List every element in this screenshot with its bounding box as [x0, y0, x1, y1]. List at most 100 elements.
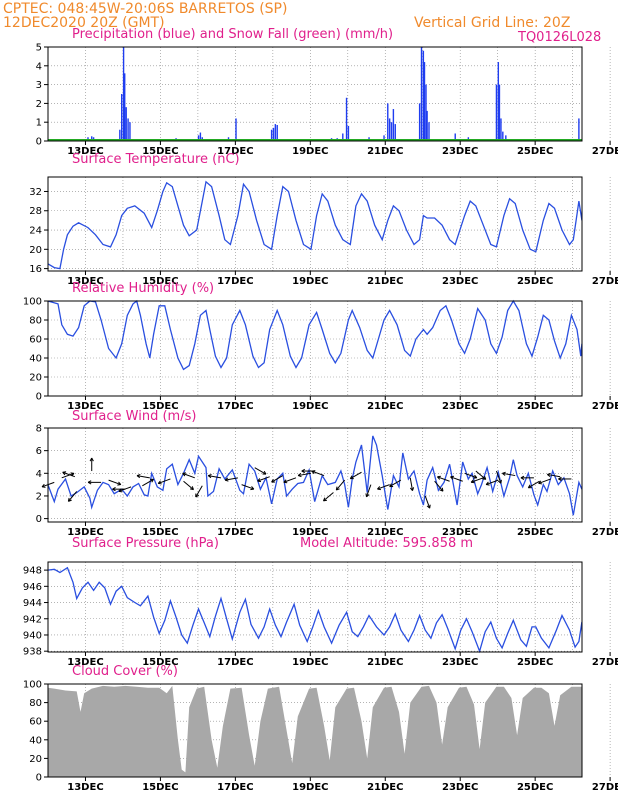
wind-arrow-head [426, 504, 431, 509]
x-tick-label: 13DEC [67, 527, 103, 538]
cloud-area [47, 685, 582, 777]
y-tick-label: 942 [23, 614, 42, 625]
x-tick-label: 19DEC [292, 146, 328, 157]
wind-arrow-head [558, 476, 562, 482]
panel-title: Precipitation (blue) and Snow Fall (gree… [72, 27, 393, 42]
precip-bar [121, 94, 123, 141]
x-tick-label: 19DEC [292, 782, 328, 793]
x-tick-label: 13DEC [67, 276, 103, 287]
panel-4: 938 940 942 944 946 948 13DEC 15DEC 17DEC 19DEC 21… [23, 536, 618, 668]
precip-bar [394, 124, 396, 141]
wind-arrow-head [365, 493, 370, 498]
wind-arrow-head [439, 487, 444, 492]
panel-title: Cloud Cover (%) [72, 664, 178, 679]
panel-title: Surface Temperature (nC) [72, 152, 240, 167]
wind-arrow [118, 486, 132, 492]
y-tick-label: 948 [23, 566, 42, 577]
panel-frame [47, 561, 583, 653]
wind-arrow [377, 484, 390, 490]
precip-bar [425, 84, 427, 141]
wind-arrow [224, 477, 238, 481]
wind-arrow [470, 477, 484, 483]
x-tick-label: 25DEC [517, 146, 553, 157]
x-tick-label: 13DEC [67, 401, 103, 412]
y-tick-label: 4 [36, 61, 42, 72]
wind-arrow [142, 478, 154, 487]
x-tick-label: 25DEC [517, 276, 553, 287]
y-tick-label: 1 [36, 118, 42, 129]
wind-arrow [182, 472, 195, 479]
wind-arrow-head [538, 480, 543, 485]
precip-bar [129, 122, 131, 141]
wind-arrow-head [377, 486, 381, 491]
y-tick-label: 40 [29, 354, 42, 365]
x-tick-label: 15DEC [142, 782, 178, 793]
series-line [47, 180, 583, 270]
wind-arrow [183, 480, 194, 490]
precip-bar [387, 103, 389, 141]
panel-title: Relative Humidity (%) [72, 281, 214, 296]
wind-arrow [495, 470, 502, 484]
x-tick-label: 13DEC [67, 782, 103, 793]
x-tick-label: 25DEC [517, 527, 553, 538]
precip-bar [498, 84, 501, 141]
wind-arrow [257, 476, 270, 482]
wind-arrow-head [323, 497, 328, 502]
precip-bar [383, 135, 385, 141]
x-tick-label: 21DEC [367, 782, 403, 793]
panel-0: 0 1 2 3 4 5 13DEC 15DEC 17DEC 19DEC 21DEC 23DEC 25DE… [36, 27, 618, 157]
x-tick-label: 23DEC [442, 146, 478, 157]
wind-arrow [464, 472, 477, 479]
precip-bar [420, 47, 423, 141]
precip-bar [578, 118, 580, 141]
wind-arrow [311, 470, 325, 477]
panel-frame [47, 176, 583, 272]
y-tick-label: 60 [29, 335, 42, 346]
wind-arrow-head [67, 497, 72, 502]
y-tick-label: 60 [29, 717, 42, 728]
wind-arrow-head [271, 478, 276, 483]
panel-5: 0 20 40 60 80 100 13DEC 15DEC 17DEC 19DEC 21DEC 23D… [23, 664, 618, 793]
precip-bar [119, 129, 121, 141]
panel-title: Surface Wind (m/s) [72, 409, 196, 424]
series-line [47, 566, 583, 654]
y-tick-label: 2 [36, 491, 42, 502]
wind-arrow-head [62, 471, 67, 476]
y-tick-label: 4 [36, 469, 42, 480]
panel-frame [47, 427, 583, 523]
wind-arrow-head [502, 471, 506, 476]
y-tick-label: 20 [29, 373, 42, 384]
x-tick-label: 17DEC [217, 527, 253, 538]
x-tick-label: 21DEC [367, 276, 403, 287]
wind-arrow-head [118, 488, 123, 493]
y-tick-label: 3 [36, 80, 42, 91]
x-tick-label: 25DEC [517, 657, 553, 668]
chart-panels: 0 1 2 3 4 5 13DEC 15DEC 17DEC 19DEC 21DEC 23DEC 25DE… [23, 27, 618, 793]
wind-arrow-head [182, 472, 187, 477]
y-tick-label: 40 [29, 735, 42, 746]
wind-arrow-head [311, 470, 316, 475]
x-tick-label: 19DEC [292, 657, 328, 668]
wind-arrow [136, 475, 150, 479]
x-tick-label: 15DEC [142, 527, 178, 538]
y-tick-label: 28 [29, 206, 42, 217]
wind-arrow-head [87, 480, 92, 485]
wind-arrow [158, 478, 171, 484]
y-tick-label: 938 [23, 647, 42, 658]
precip-bar [125, 107, 127, 141]
wind-arrow [528, 480, 540, 489]
wind-arrow [365, 484, 372, 498]
x-tick-label: 15DEC [142, 276, 178, 287]
wind-arrow-head [257, 478, 262, 483]
y-tick-label: 100 [23, 297, 42, 308]
x-tick-label: 25DEC [517, 401, 553, 412]
panel-title: Surface Pressure (hPa) [72, 536, 219, 551]
y-tick-label: 940 [23, 630, 42, 641]
precip-bar [423, 62, 426, 141]
wind-arrow [424, 495, 431, 509]
precip-bar [500, 118, 502, 141]
wind-arrow [450, 476, 463, 482]
run-time: 12DEC2020 20Z (GMT) [3, 15, 165, 31]
